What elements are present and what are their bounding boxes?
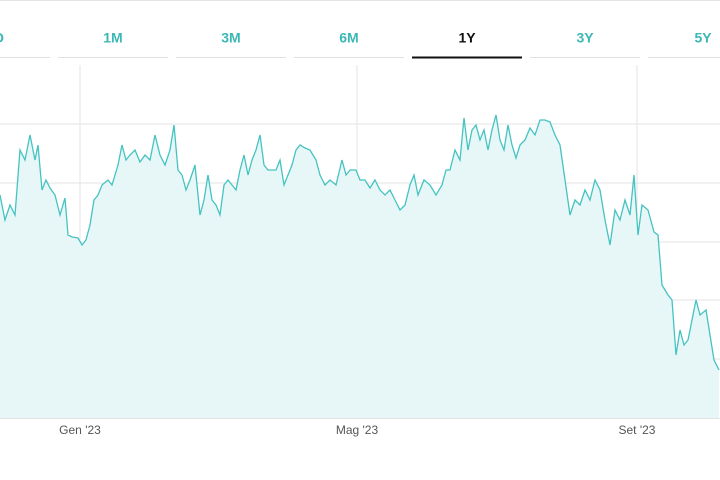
- line: [0, 114, 720, 371]
- x-tick-label: Mag '23: [336, 423, 379, 437]
- x-tick-label: Set '23: [619, 423, 656, 437]
- tab[interactable]: 1Y: [458, 30, 476, 46]
- x-tick-label: Gen '23: [59, 423, 101, 437]
- area: [0, 115, 719, 418]
- tab[interactable]: 5Y: [694, 30, 712, 46]
- tab[interactable]: 3M: [221, 30, 240, 46]
- tab[interactable]: 6M: [339, 30, 358, 46]
- tab[interactable]: 1D: [0, 30, 4, 46]
- tab[interactable]: 1M: [103, 30, 122, 46]
- tab[interactable]: 3Y: [576, 30, 594, 46]
